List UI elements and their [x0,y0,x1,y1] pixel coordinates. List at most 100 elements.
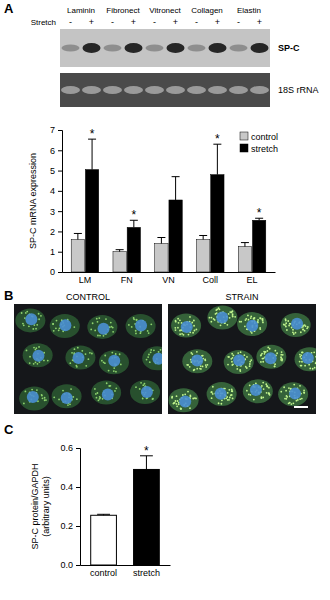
granule [194,369,196,371]
granule [189,366,191,368]
blot-band [82,86,101,94]
error-cap [241,242,249,243]
granule [269,348,271,350]
nucleus [141,386,153,398]
condition-label: - [153,17,156,27]
cell [19,387,49,411]
granule [299,385,301,387]
nucleus [102,388,114,400]
granule [94,330,96,332]
granule [187,364,189,366]
blot-band [61,86,80,94]
granule [231,361,233,363]
granule [315,356,316,358]
tick-mark [58,171,62,172]
axis-line [76,449,81,566]
tick-label: 1 [50,247,55,257]
tick-label: 5 [50,166,55,176]
granule [302,329,304,331]
granule [135,330,137,332]
granule [287,320,289,322]
granule [228,356,230,358]
granule [150,351,152,353]
granule [58,329,60,331]
granule [286,329,288,331]
tick: FN [121,275,133,285]
granule [97,335,99,337]
granule [308,364,310,366]
tick-label: stretch [133,568,160,578]
tick-label: 0.0 [60,560,73,570]
granule [276,352,278,354]
granule [133,317,135,319]
granule [211,317,213,319]
significance-label: * [215,132,220,146]
background [0,0,330,600]
granule [98,399,100,401]
y-axis-title: (arbitrary units) [41,476,51,537]
legend-label: stretch [251,144,278,154]
granule [62,390,64,392]
granule [194,330,196,332]
nucleus [25,313,37,325]
granule [231,390,233,392]
plot-area [71,139,266,272]
nucleus [291,318,303,330]
tick-label: 0.4 [60,482,73,492]
micrograph-background [14,304,162,414]
granule [243,354,245,356]
bar [155,244,168,272]
granule [53,396,55,398]
granule [304,365,306,367]
granule [35,361,37,363]
granule [315,356,316,358]
granule [253,318,255,320]
granule [171,396,173,398]
granule [97,392,99,394]
granule [45,399,47,401]
granule [120,364,122,366]
granule [115,353,117,355]
granule [248,319,250,321]
granule [225,397,227,399]
granule [76,398,78,400]
granule [249,384,251,386]
granule [286,396,288,398]
granule [153,349,155,351]
granule [283,324,285,326]
granule [200,368,202,370]
granule [179,319,181,321]
granule [257,319,259,321]
error-bar [77,233,78,239]
granule [152,398,154,400]
granule [236,368,238,370]
granule [285,390,287,392]
blot-band [250,86,269,94]
granule [193,369,195,371]
granule [135,319,137,321]
granule [250,359,252,361]
granule [290,403,292,405]
blot-image [60,73,270,107]
granule [265,351,267,353]
granule [192,398,194,400]
granule [295,332,297,334]
granule [220,324,222,326]
granule [140,382,142,384]
scale-bar [294,406,308,408]
granule [232,398,234,400]
granule [139,388,141,390]
granule [182,394,184,396]
granule [239,321,241,323]
granule [28,325,30,327]
bar [127,227,140,272]
granule [135,333,137,335]
nucleus [32,350,44,362]
granule [175,400,177,402]
significance-label: * [90,127,95,141]
bar [85,170,98,272]
granule [211,397,213,399]
cell [87,315,117,339]
granule [249,361,251,363]
granule [280,354,282,356]
